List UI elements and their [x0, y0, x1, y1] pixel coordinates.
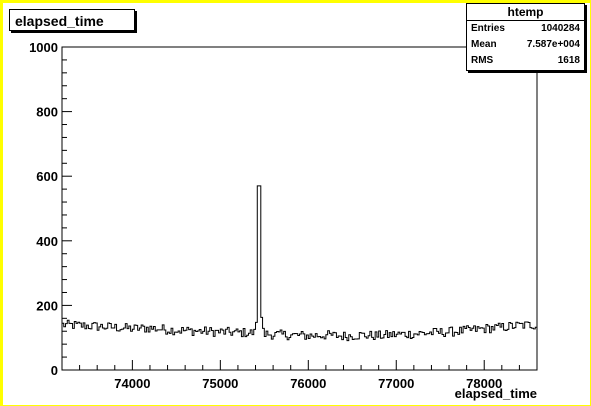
- stats-label: Mean: [471, 39, 497, 50]
- stats-value: 7.587e+004: [526, 39, 580, 50]
- y-tick-label: 800: [36, 105, 58, 120]
- y-tick-label: 0: [51, 363, 58, 378]
- y-axis: 0 200 400 600 800 1000: [29, 40, 72, 378]
- x-axis: 74000 75000 76000 77000 78000: [61, 360, 538, 391]
- plot-frame: [61, 46, 538, 371]
- x-tick-label: 74000: [114, 376, 150, 391]
- stats-label: Entries: [471, 23, 505, 34]
- stats-row-mean: Mean 7.587e+004: [467, 37, 584, 53]
- x-tick-label: 78000: [466, 376, 502, 391]
- y-tick-label: 600: [36, 169, 58, 184]
- stats-row-rms: RMS 1618: [467, 53, 584, 69]
- stats-value: 1618: [557, 55, 580, 66]
- y-tick-label: 200: [36, 298, 58, 313]
- stats-box: htemp Entries 1040284 Mean 7.587e+004 RM…: [466, 3, 585, 71]
- y-tick-label: 400: [36, 234, 58, 249]
- stats-value: 1040284: [541, 23, 580, 34]
- x-tick-label: 77000: [378, 376, 414, 391]
- x-tick-label: 75000: [202, 376, 238, 391]
- x-axis-title: elapsed_time: [455, 386, 537, 401]
- y-tick-label: 1000: [29, 40, 58, 55]
- stats-label: RMS: [471, 55, 494, 66]
- x-tick-label: 76000: [290, 376, 326, 391]
- histogram-title: elapsed_time: [9, 9, 135, 31]
- histogram-line: [62, 185, 537, 342]
- stats-row-entries: Entries 1040284: [467, 21, 584, 37]
- stats-title: htemp: [467, 4, 584, 21]
